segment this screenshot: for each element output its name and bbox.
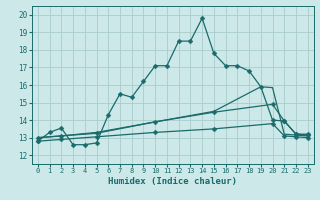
X-axis label: Humidex (Indice chaleur): Humidex (Indice chaleur): [108, 177, 237, 186]
